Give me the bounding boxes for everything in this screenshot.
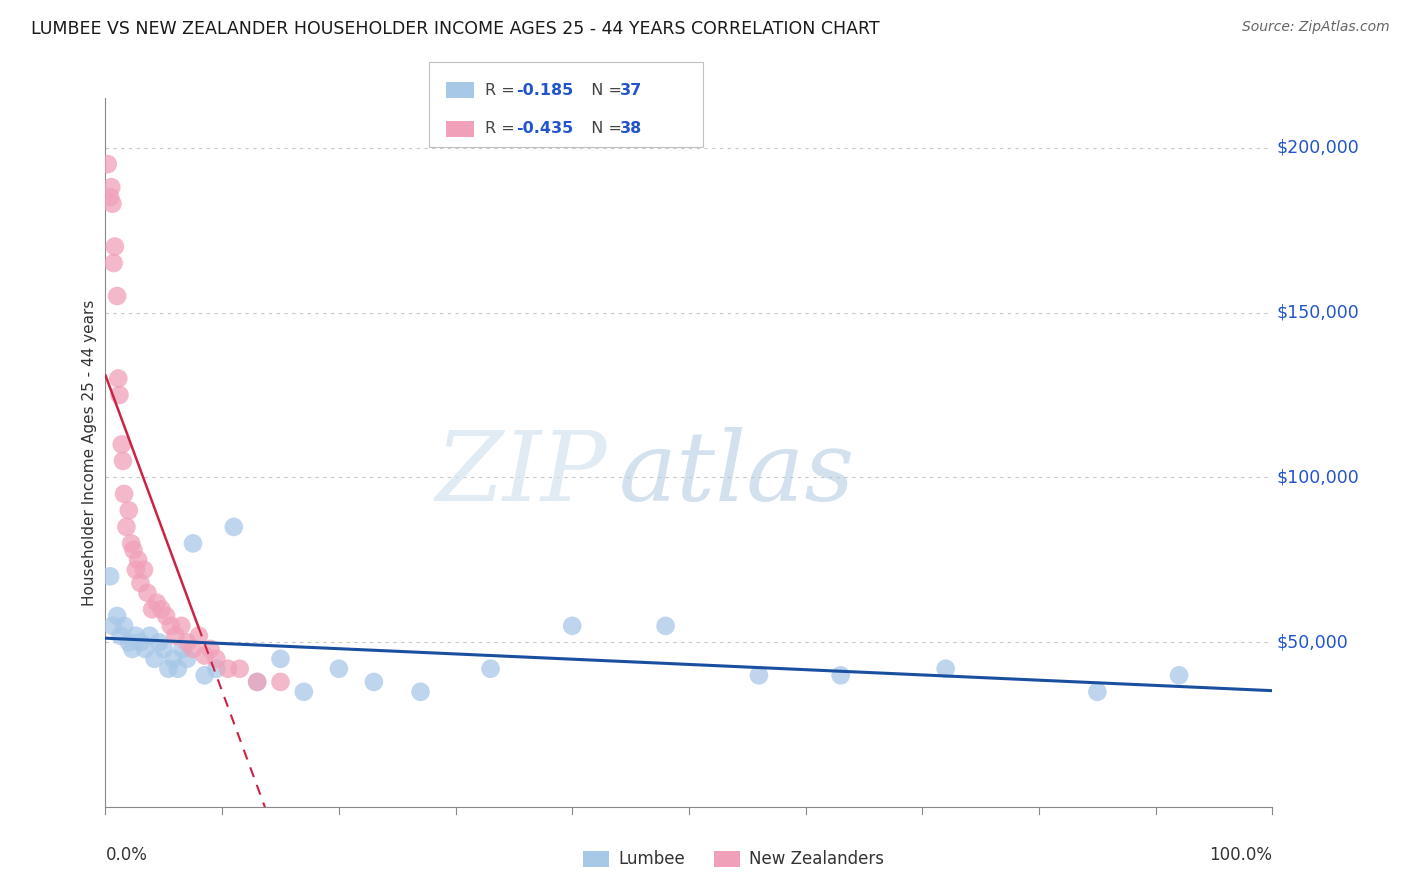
Point (269, 652, 292, 666)
Text: $100,000: $100,000 (1277, 468, 1360, 486)
Point (162, 652, 184, 666)
Point (155, 609, 177, 624)
Text: Lumbee: Lumbee (619, 850, 685, 868)
Point (148, 635, 170, 649)
Text: $150,000: $150,000 (1277, 303, 1360, 321)
Point (157, 662, 180, 676)
Text: Source: ZipAtlas.com: Source: ZipAtlas.com (1241, 20, 1389, 34)
Text: 38: 38 (620, 121, 643, 136)
Point (165, 629, 187, 643)
Text: LUMBEE VS NEW ZEALANDER HOUSEHOLDER INCOME AGES 25 - 44 YEARS CORRELATION CHART: LUMBEE VS NEW ZEALANDER HOUSEHOLDER INCO… (31, 20, 880, 37)
Point (97, 157, 120, 171)
Point (409, 685, 432, 699)
Point (101, 196, 124, 211)
Point (246, 674, 269, 689)
Point (205, 652, 228, 666)
Point (111, 437, 134, 451)
Point (134, 642, 156, 657)
Point (479, 662, 502, 676)
Point (187, 629, 209, 643)
Point (125, 629, 148, 643)
Point (105, 289, 128, 303)
Text: N =: N = (581, 121, 627, 136)
Point (166, 662, 188, 676)
Point (150, 602, 173, 616)
Text: N =: N = (581, 83, 627, 98)
Point (269, 674, 292, 689)
Point (121, 642, 143, 657)
Point (292, 685, 315, 699)
Point (110, 629, 132, 643)
Point (112, 619, 135, 633)
Text: 100.0%: 100.0% (1209, 847, 1272, 864)
Text: 37: 37 (620, 83, 643, 98)
Point (363, 674, 385, 689)
Text: -0.185: -0.185 (516, 83, 574, 98)
Point (115, 520, 138, 534)
Point (217, 662, 239, 676)
Point (107, 371, 129, 385)
Point (129, 635, 152, 649)
Point (105, 609, 128, 624)
Text: $50,000: $50,000 (1277, 633, 1348, 651)
Point (143, 652, 166, 666)
Text: ZIP: ZIP (436, 427, 607, 521)
Point (194, 668, 217, 682)
Point (328, 662, 350, 676)
Point (98, 190, 121, 204)
Point (246, 674, 269, 689)
Point (127, 553, 149, 567)
Point (108, 388, 131, 402)
Point (120, 536, 142, 550)
Point (159, 619, 181, 633)
Text: 0.0%: 0.0% (105, 847, 148, 864)
Point (176, 635, 198, 649)
Point (122, 543, 145, 558)
Point (103, 256, 125, 270)
Point (129, 576, 152, 591)
Point (139, 629, 162, 643)
Point (112, 487, 135, 501)
Point (205, 662, 228, 676)
Point (561, 619, 583, 633)
Text: R =: R = (485, 121, 520, 136)
Point (101, 619, 124, 633)
Point (170, 619, 193, 633)
Point (118, 635, 141, 649)
Point (935, 662, 957, 676)
Point (181, 536, 204, 550)
Point (146, 596, 169, 610)
Point (118, 503, 141, 517)
Text: atlas: atlas (619, 427, 855, 521)
Text: R =: R = (485, 83, 520, 98)
Point (172, 642, 194, 657)
Point (104, 239, 127, 253)
Point (125, 563, 148, 577)
Point (176, 652, 198, 666)
Text: $200,000: $200,000 (1277, 138, 1360, 157)
Text: New Zealanders: New Zealanders (749, 850, 884, 868)
Point (748, 668, 770, 682)
Point (132, 563, 155, 577)
Point (200, 642, 222, 657)
Point (222, 520, 245, 534)
Point (98, 569, 121, 583)
Point (654, 619, 676, 633)
Text: -0.435: -0.435 (516, 121, 574, 136)
Y-axis label: Householder Income Ages 25 - 44 years: Householder Income Ages 25 - 44 years (82, 300, 97, 606)
Point (228, 662, 250, 676)
Point (152, 642, 174, 657)
Point (111, 454, 134, 468)
Point (100, 180, 122, 194)
Point (181, 642, 204, 657)
Point (1085, 685, 1108, 699)
Point (1168, 668, 1191, 682)
Point (136, 586, 159, 600)
Point (830, 668, 852, 682)
Point (141, 602, 163, 616)
Point (194, 648, 217, 663)
